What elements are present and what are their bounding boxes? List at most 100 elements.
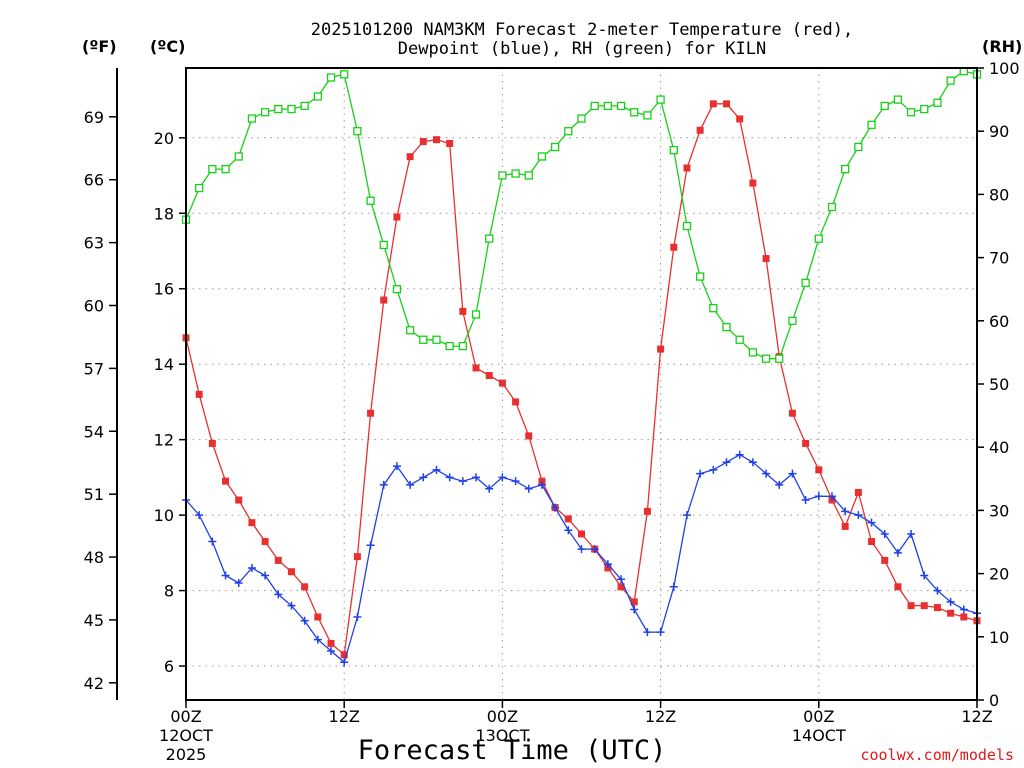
- celsius-tick-label: 8: [164, 582, 174, 601]
- 2-meter-temperature-point: [868, 538, 876, 546]
- x-tick-label: 00Z: [487, 707, 518, 726]
- rh-tick-label: 30: [989, 501, 1009, 520]
- rh-point: [906, 108, 916, 117]
- 2-meter-temperature-point: [709, 100, 717, 108]
- rh-line: [185, 70, 978, 360]
- dewpoint-point: [274, 590, 283, 599]
- 2-meter-temperature-point: [657, 345, 665, 353]
- rh-point: [260, 108, 270, 117]
- 2-meter-temperature-point: [353, 553, 361, 561]
- rh-unit-label: (RH): [982, 37, 1022, 56]
- dewpoint-point: [893, 548, 902, 557]
- celsius-tick-label: 10: [154, 506, 174, 525]
- dewpoint-point: [841, 507, 850, 516]
- dewpoint-point: [577, 545, 586, 554]
- 2-meter-temperature-point: [920, 602, 928, 610]
- rh-point: [788, 316, 797, 325]
- 2-meter-temperature-point: [208, 439, 216, 447]
- rh-tick-label: 0: [989, 691, 999, 710]
- rh-point: [458, 341, 468, 351]
- rh-point: [340, 70, 349, 79]
- rh-point: [590, 101, 599, 111]
- dewpoint-point: [827, 492, 836, 501]
- 2-meter-temperature-point: [340, 651, 348, 659]
- 2-meter-temperature-point: [854, 488, 862, 496]
- dewpoint-point: [682, 511, 691, 520]
- rh-point: [735, 335, 744, 344]
- rh-point: [234, 152, 243, 161]
- rh-tick-label: 90: [989, 122, 1009, 141]
- 2-meter-temperature-point: [683, 164, 691, 172]
- dewpoint-point: [814, 492, 823, 501]
- rh-point: [274, 104, 283, 114]
- dewpoint-point: [287, 601, 296, 610]
- rh-tick-label: 60: [989, 312, 1009, 331]
- celsius-unit-label: (ºC): [150, 37, 185, 56]
- 2-meter-temperature-point: [670, 243, 678, 251]
- fahrenheit-tick-label: 57: [84, 359, 104, 378]
- rh-point: [392, 285, 402, 294]
- fahrenheit-tick-label: 60: [84, 296, 104, 315]
- dewpoint-point: [775, 480, 784, 489]
- fahrenheit-unit-label: (ºF): [82, 37, 117, 56]
- fahrenheit-tick-label: 66: [84, 171, 104, 190]
- dewpoint-point: [907, 529, 916, 538]
- celsius-tick-label: 12: [154, 431, 174, 450]
- rh-point: [471, 310, 481, 319]
- dewpoint-point: [300, 616, 309, 625]
- data-series: [181, 67, 982, 667]
- dewpoint-point: [748, 458, 757, 467]
- rh-point: [696, 272, 705, 281]
- rh-tick-label: 10: [989, 628, 1009, 647]
- rh-point: [841, 164, 850, 174]
- dewpoint-point: [920, 571, 929, 580]
- 2-meter-temperature-line: [185, 103, 978, 656]
- rh-point: [577, 114, 586, 123]
- 2-meter-temperature-point: [960, 613, 968, 621]
- 2-meter-temperature-point: [815, 466, 823, 474]
- dewpoint-point: [327, 646, 336, 655]
- rh-point: [630, 108, 639, 117]
- rh-point: [300, 101, 309, 111]
- rh-point: [379, 240, 388, 250]
- rh-point: [946, 76, 955, 85]
- dewpoint-point: [379, 480, 388, 489]
- dewpoint-point: [406, 480, 415, 489]
- x-tick-date-label: 13OCT: [475, 726, 529, 745]
- rh-tick-label: 40: [989, 438, 1009, 457]
- rh-point: [722, 322, 731, 332]
- 2-meter-temperature-point: [907, 602, 915, 610]
- rh-point: [669, 146, 678, 155]
- x-tick-label: 12Z: [961, 707, 992, 726]
- rh-point: [326, 73, 336, 82]
- dewpoint-point: [340, 658, 349, 667]
- 2-meter-temperature-point: [459, 307, 467, 315]
- 2-meter-temperature-point: [274, 556, 282, 564]
- x-tick-label: 00Z: [803, 707, 834, 726]
- dewpoint-point: [564, 526, 573, 535]
- dewpoint-point: [959, 605, 968, 614]
- 2-meter-temperature-point: [314, 613, 322, 621]
- dewpoint-point: [643, 628, 652, 637]
- x-tick-date-label: 12OCT: [159, 726, 213, 745]
- rh-point: [643, 111, 652, 120]
- x-tick-year-label: 2025: [166, 745, 207, 764]
- 2-meter-temperature-point: [802, 439, 810, 447]
- rh-point: [920, 104, 929, 114]
- dewpoint-point: [537, 480, 546, 489]
- fahrenheit-tick-label: 54: [84, 422, 104, 441]
- rh-point: [880, 101, 889, 111]
- celsius-tick-label: 14: [154, 355, 174, 374]
- x-tick-date-label: 14OCT: [792, 726, 846, 745]
- rh-point: [287, 104, 296, 114]
- rh-point: [195, 183, 204, 193]
- dewpoint-point: [854, 511, 863, 520]
- 2-meter-temperature-point: [630, 598, 638, 606]
- rh-point: [485, 234, 494, 243]
- rh-point: [511, 169, 520, 178]
- 2-meter-temperature-point: [261, 538, 269, 546]
- dewpoint-point: [472, 473, 481, 482]
- 2-meter-temperature-point: [235, 496, 243, 504]
- 2-meter-temperature-point: [947, 609, 955, 617]
- rh-point: [656, 95, 665, 104]
